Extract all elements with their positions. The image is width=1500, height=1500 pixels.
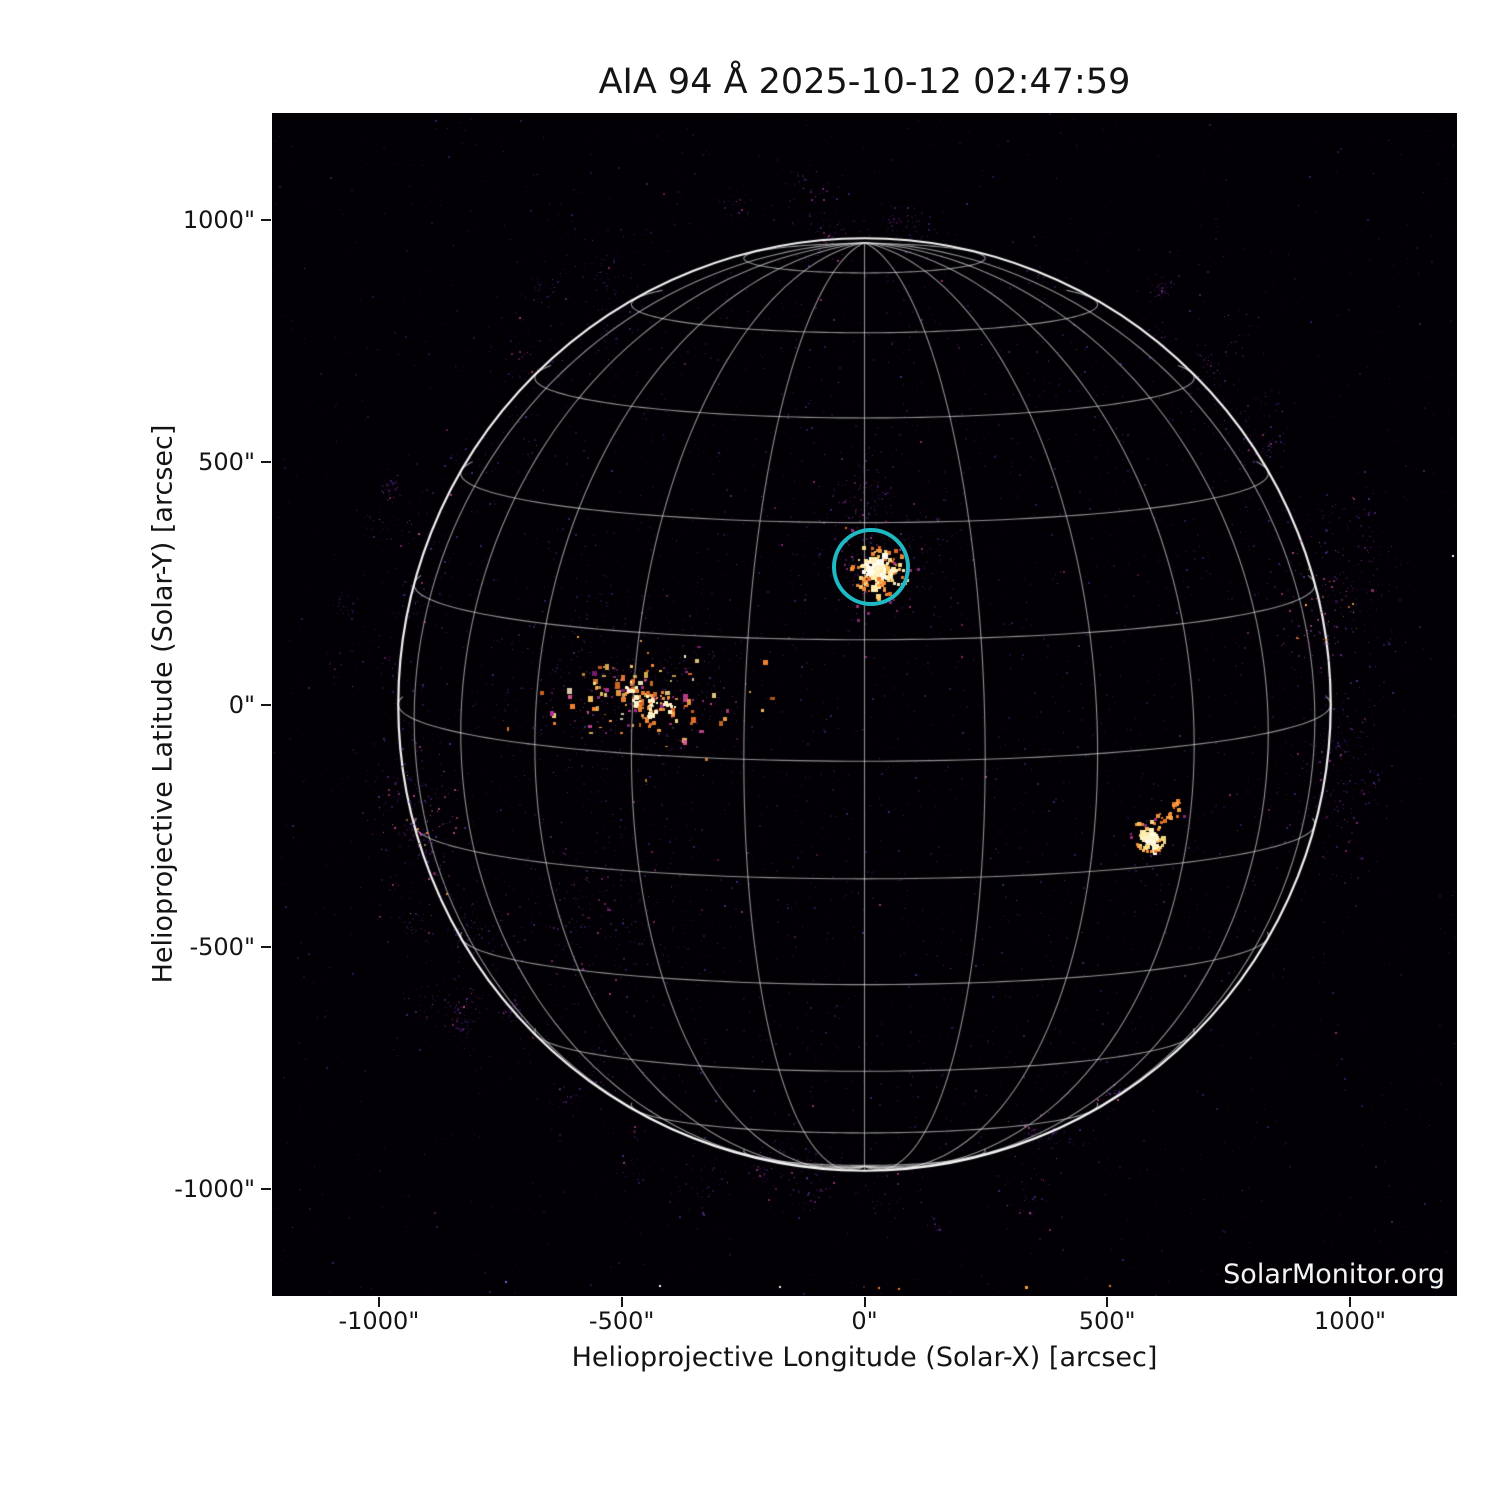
y-tick-label: 1000" bbox=[182, 205, 255, 234]
x-tick-mark bbox=[863, 1297, 866, 1307]
x-tick-label: -500" bbox=[588, 1307, 655, 1335]
x-tick-label: -1000" bbox=[338, 1307, 420, 1335]
x-tick-mark bbox=[620, 1297, 623, 1307]
x-tick-label: 1000" bbox=[1313, 1307, 1387, 1335]
x-tick-label: 500" bbox=[1078, 1307, 1136, 1335]
solar-image-plot: SolarMonitor.org bbox=[272, 113, 1457, 1296]
active-region-circle-annotation bbox=[832, 527, 911, 606]
x-tick-mark bbox=[377, 1297, 380, 1307]
x-tick-mark bbox=[1349, 1297, 1351, 1307]
y-tick-mark bbox=[261, 703, 271, 706]
y-tick-label: 500" bbox=[198, 448, 255, 477]
y-tick-label: -500" bbox=[189, 932, 255, 961]
x-tick-mark bbox=[1106, 1297, 1109, 1307]
y-tick-mark bbox=[261, 218, 271, 221]
figure-title: AIA 94 Å 2025-10-12 02:47:59 bbox=[598, 62, 1131, 102]
y-tick-mark bbox=[261, 461, 271, 464]
solar-image-canvas[interactable] bbox=[272, 113, 1457, 1296]
watermark-text: SolarMonitor.org bbox=[1223, 1259, 1445, 1290]
y-tick-mark bbox=[261, 1188, 271, 1191]
y-tick-label: 0" bbox=[228, 690, 255, 719]
y-tick-label: -1000" bbox=[174, 1175, 255, 1204]
x-axis-label: Helioprojective Longitude (Solar-X) [arc… bbox=[571, 1342, 1158, 1373]
x-tick-label: 0" bbox=[851, 1307, 878, 1335]
y-tick-mark bbox=[261, 945, 271, 948]
